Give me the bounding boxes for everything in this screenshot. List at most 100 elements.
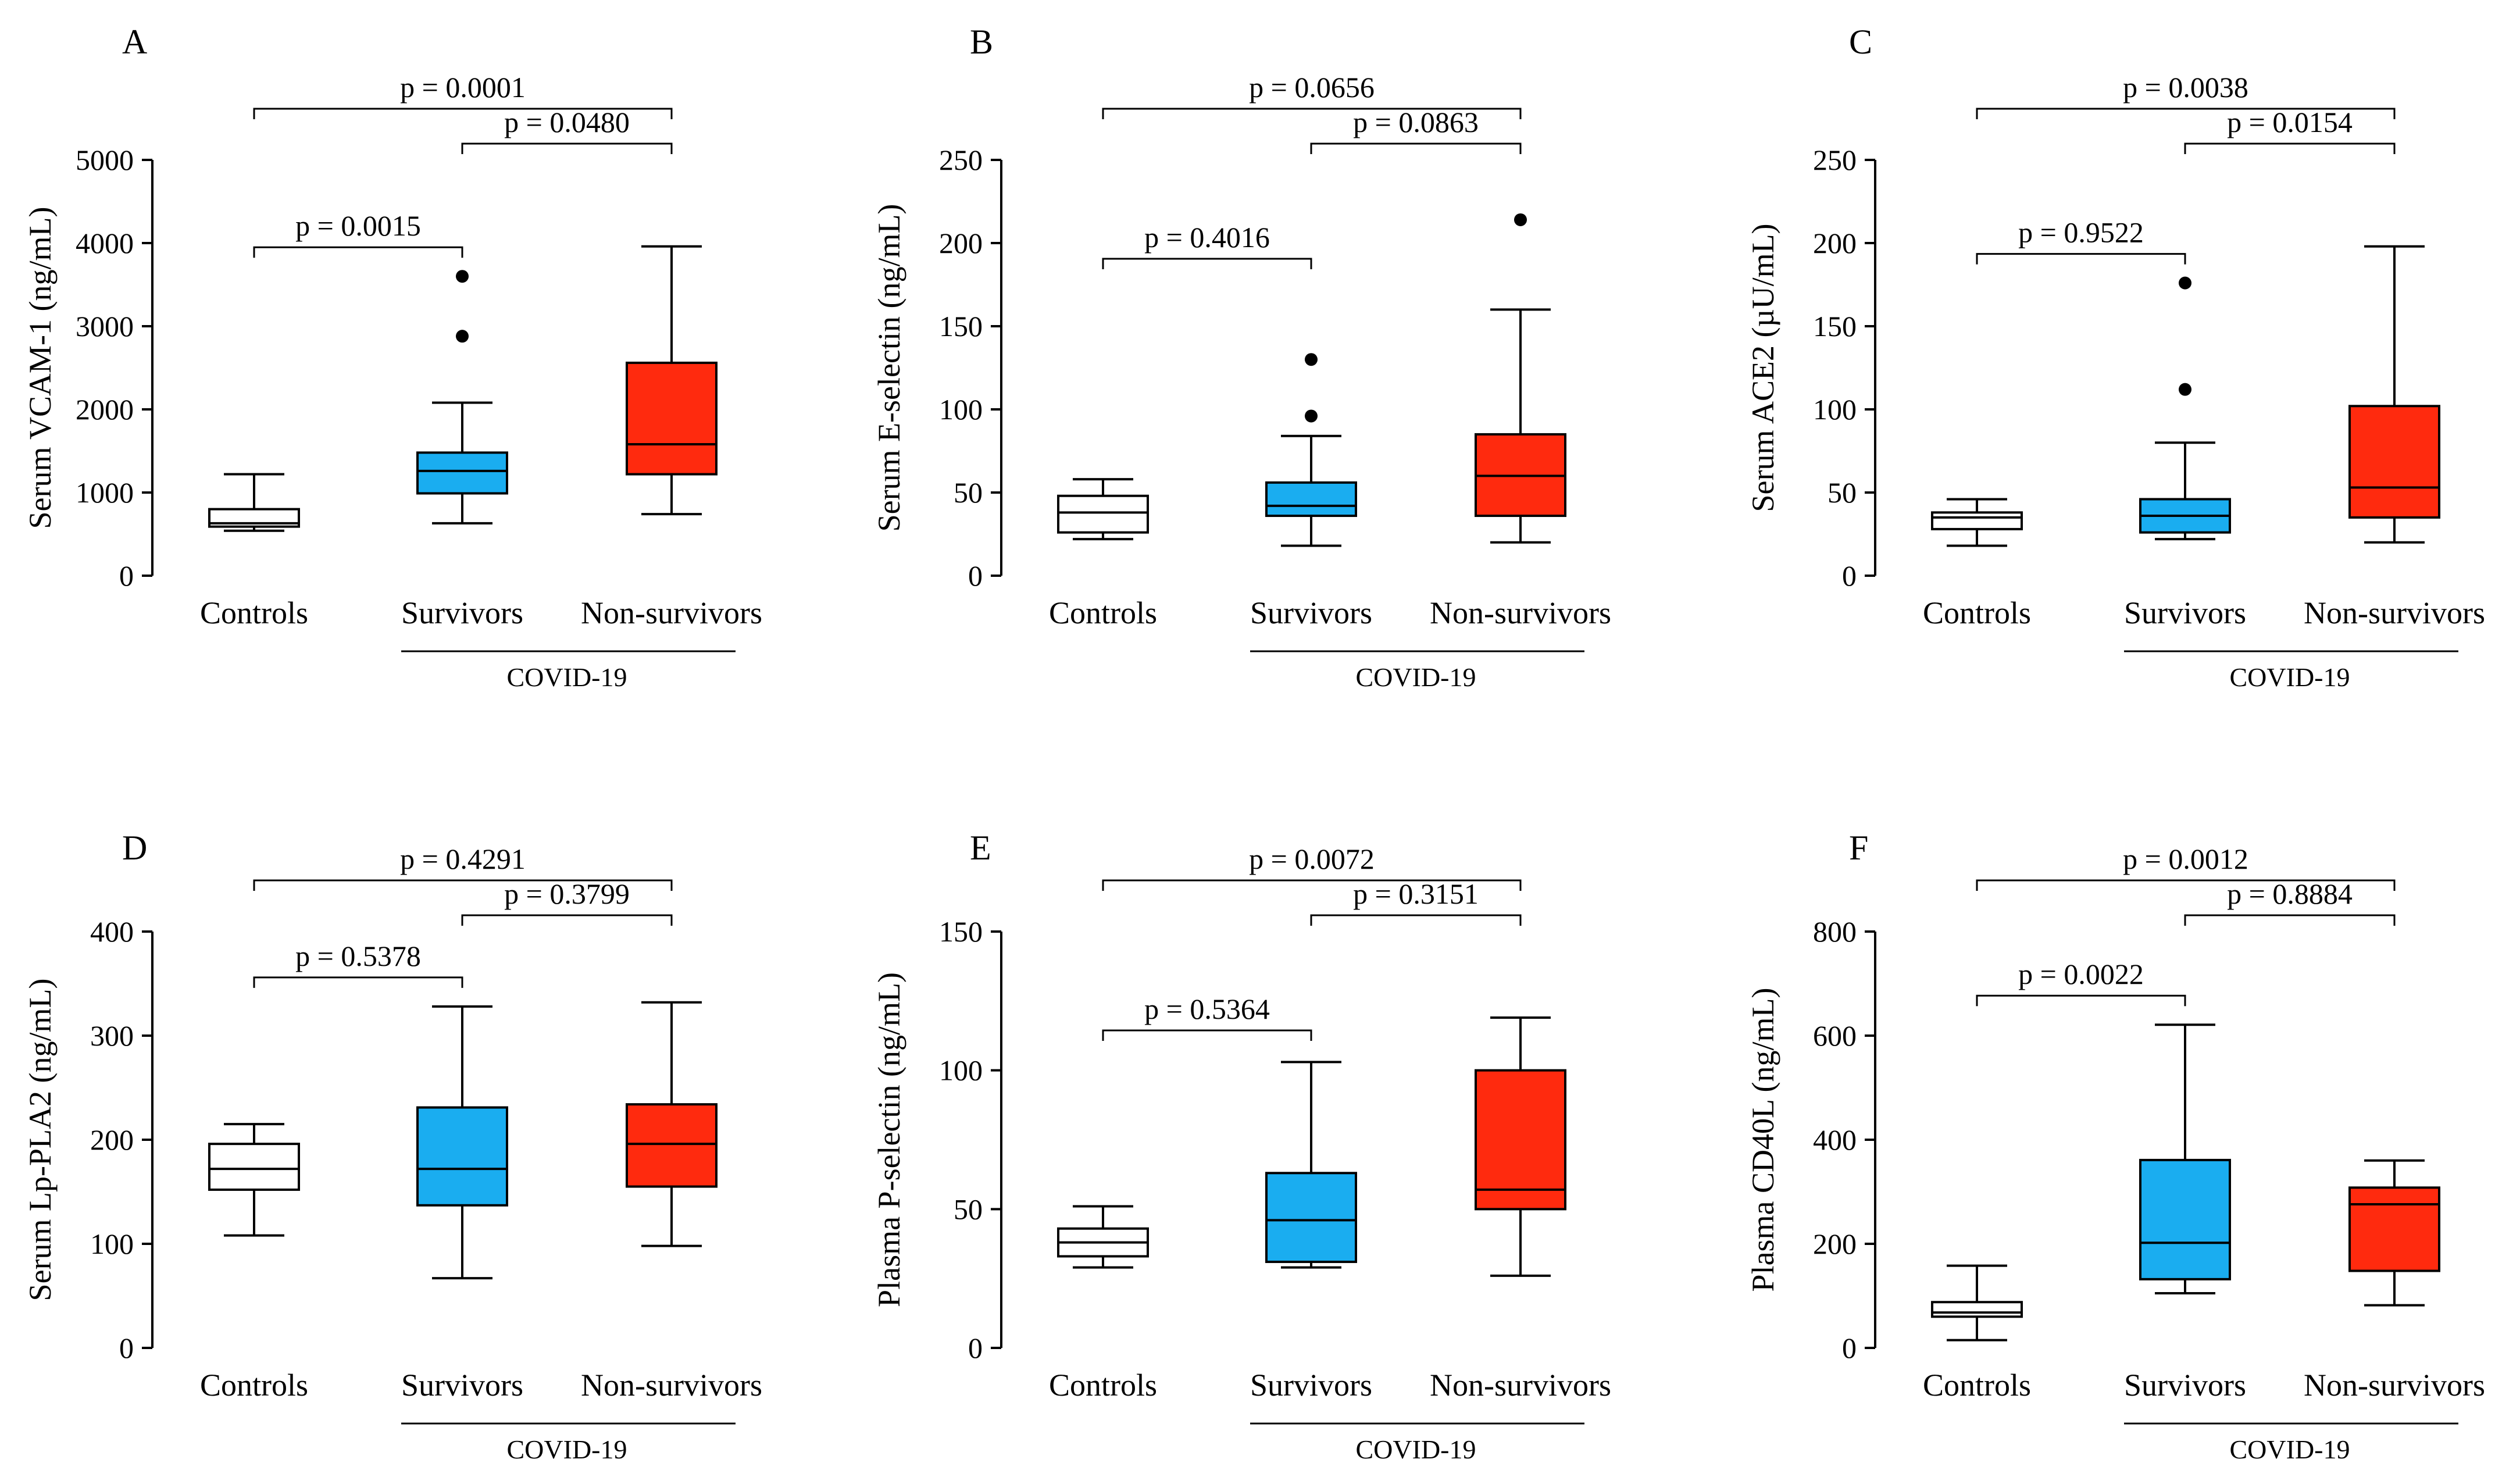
y-tick-label: 150 [939,915,983,948]
y-tick-label: 1000 [76,476,134,509]
y-tick-label: 50 [954,476,983,509]
y-tick-label: 200 [1813,227,1857,259]
box-nonsurvivors [626,245,718,516]
y-tick-label: 0 [1842,559,1857,592]
box-iqr [2139,1158,2231,1280]
category-label: Survivors [2124,595,2246,630]
y-tick-label: 400 [1813,1123,1857,1156]
category-label: Survivors [2124,1368,2246,1403]
y-tick-label: 0 [119,559,134,592]
significance-bracket [461,142,673,154]
outlier-point [2179,276,2191,290]
y-tick-label: 200 [1813,1228,1857,1260]
p-value-label: p = 0.0656 [1249,71,1375,104]
y-tick-label: 100 [90,1228,134,1260]
significance-bracket [1310,142,1522,154]
box-controls [208,473,300,532]
panel-letter: E [970,829,991,867]
significance-bracket [1976,108,2396,119]
y-tick-label: 300 [90,1019,134,1052]
category-label: Non-survivors [581,595,762,630]
box-nonsurvivors [2348,1159,2440,1307]
group-label: COVID-19 [507,662,627,692]
outlier-point [1514,213,1527,226]
p-value-label: p = 0.5378 [295,940,421,972]
category-label: Controls [1049,595,1157,630]
box-nonsurvivors [626,1001,718,1247]
panel-letter: D [122,829,147,867]
outlier-point [1305,353,1318,366]
category-label: Controls [200,595,308,630]
y-tick-label: 3000 [76,310,134,343]
y-tick-label: 150 [1813,310,1857,343]
group-label: COVID-19 [1356,662,1476,692]
p-value-label: p = 0.0022 [2018,958,2144,990]
box-iqr [626,1103,718,1188]
p-value-label: p = 0.3151 [1353,877,1479,910]
y-tick-label: 600 [1813,1019,1857,1052]
category-label: Controls [200,1368,308,1403]
significance-bracket [1976,879,2396,891]
y-tick-label: 0 [119,1332,134,1364]
box-iqr [208,1143,300,1191]
y-tick-label: 400 [90,915,134,948]
category-label: Non-survivors [581,1368,762,1403]
significance-bracket [2184,142,2396,154]
significance-bracket [461,914,673,926]
panel-a: A 0 1000 2000 3000 4000 5000 Serum VCAM-1 (ng/m… [23,23,762,692]
y-tick-label: 50 [954,1193,983,1225]
category-label: Non-survivors [1430,595,1611,630]
panel-letter: C [1849,23,1872,61]
category-label: Controls [1049,1368,1157,1403]
significance-bracket [1102,108,1522,119]
p-value-label: p = 0.0480 [504,106,630,138]
y-tick-label: 200 [939,227,983,259]
p-value-label: p = 0.0863 [1353,106,1479,138]
box-nonsurvivors [1475,213,1566,544]
box-survivors [2139,276,2231,541]
y-axis-label: Serum VCAM-1 (ng/mL) [23,207,58,529]
y-tick-label: 250 [939,144,983,176]
p-value-label: p = 0.8884 [2227,877,2353,910]
outlier-point [1305,409,1318,423]
panel-f: F 0 200 400 600 800 Plasma CD40L (ng/mL) Contro… [1746,829,2485,1464]
panel-letter: A [122,23,147,61]
y-tick-label: 200 [90,1123,134,1156]
box-iqr [1931,1301,2023,1318]
significance-bracket [2184,914,2396,926]
panel-b: B 0 50 100 150 200 250 Serum E-selectin (ng/mL)… [872,23,1611,692]
significance-bracket [1102,879,1522,891]
y-axis-label: Serum ACE2 (µU/mL) [1746,223,1780,512]
box-iqr [626,361,718,476]
panel-letter: F [1849,829,1868,867]
y-axis-label: Plasma CD40L (ng/mL) [1746,988,1780,1292]
significance-bracket [1102,258,1312,269]
panel-letter: B [970,23,993,61]
y-tick-label: 5000 [76,144,134,176]
category-label: Survivors [1250,595,1372,630]
p-value-label: p = 0.5364 [1144,993,1270,1025]
y-tick-label: 0 [1842,1332,1857,1364]
category-label: Survivors [1250,1368,1372,1403]
panel-d: D 0 100 200 300 400 Serum Lp-PLA2 (ng/mL) Contr… [23,829,762,1464]
p-value-label: p = 0.0015 [295,209,421,242]
outlier-point [2179,383,2191,396]
box-nonsurvivors [2348,245,2440,544]
box-controls [1931,498,2023,547]
p-value-label: p = 0.9522 [2018,216,2144,249]
box-controls [1057,1205,1149,1269]
box-iqr [1475,1069,1566,1211]
category-label: Non-survivors [1430,1368,1611,1403]
category-label: Non-survivors [2304,595,2485,630]
p-value-label: p = 0.3799 [504,877,630,910]
box-survivors [1265,1061,1357,1269]
box-iqr [416,451,508,495]
box-survivors [2139,1023,2231,1295]
box-nonsurvivors [1475,1016,1566,1277]
p-value-label: p = 0.0001 [400,71,526,104]
y-axis-label: Serum E-selectin (ng/mL) [872,204,906,532]
box-controls [1057,478,1149,541]
box-survivors [1265,353,1357,547]
y-tick-label: 800 [1813,915,1857,948]
box-iqr [2348,405,2440,519]
